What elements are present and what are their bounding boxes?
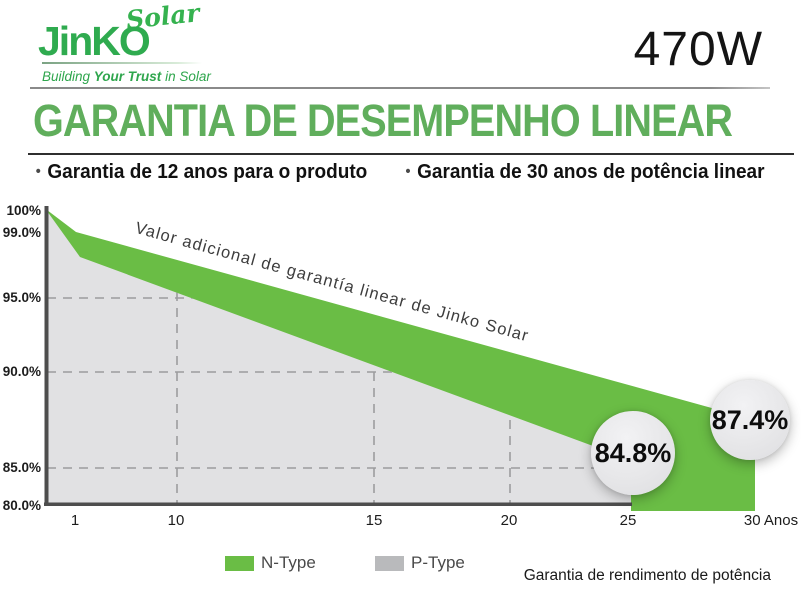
header-divider: [30, 87, 770, 89]
ntype-callout-value: 87.4%: [711, 404, 789, 435]
logo-divider: [42, 62, 202, 64]
bullet-power-warranty-text: Garantia de 30 anos de potência linear: [416, 161, 765, 183]
x-tick-25: 25: [619, 512, 637, 529]
bullet-product-warranty: • Garantia de 12 anos para o produto: [36, 161, 368, 184]
y-tick-95: 95.0%: [2, 290, 41, 305]
ptype-callout-value: 84.8%: [594, 437, 672, 468]
legend-swatch-ptype: [375, 556, 404, 571]
y-tick-99: 99.0%: [2, 225, 41, 240]
legend-swatch-ntype: [225, 556, 254, 571]
y-tick-90: 90.0%: [2, 364, 41, 379]
bullet-dot: •: [35, 163, 41, 180]
tagline-bold: Your Trust: [93, 69, 162, 84]
logo-tagline: Building Your Trust in Solar: [42, 69, 211, 84]
chart-footnote: Garantia de rendimento de potência: [523, 567, 771, 584]
x-axis-line: [44, 502, 632, 506]
title-divider: [28, 153, 794, 155]
y-axis-line: [44, 206, 49, 506]
legend-label-ntype: N-Type: [261, 553, 316, 572]
bullet-power-warranty: • Garantia de 30 anos de potência linear: [405, 161, 764, 184]
tagline-prefix: Building: [42, 69, 94, 84]
bullet-dot: •: [405, 163, 411, 180]
y-tick-85: 85.0%: [2, 460, 41, 475]
page-title: GARANTIA DE DESEMPENHO LINEAR: [33, 95, 733, 146]
ptype-area: [47, 211, 631, 504]
x-tick-20: 20: [500, 512, 518, 529]
tagline-suffix: in Solar: [161, 69, 211, 84]
ntype-callout-bubble: 87.4%: [710, 380, 790, 460]
x-tick-10: 10: [167, 512, 185, 529]
ptype-callout-bubble: 84.8%: [591, 411, 675, 495]
jinko-logo: JinKO: [38, 18, 151, 64]
x-tick-30-anos: 30 Anos: [743, 512, 799, 529]
y-tick-80: 80.0%: [2, 498, 41, 513]
y-tick-100: 100%: [6, 203, 41, 218]
wattage-value: 470W: [633, 23, 763, 76]
bullet-product-warranty-text: Garantia de 12 anos para o produto: [47, 161, 368, 183]
x-tick-1: 1: [70, 512, 80, 529]
warranty-bullets: • Garantia de 12 anos para o produto • Gar…: [0, 161, 801, 184]
legend-label-ptype: P-Type: [411, 553, 465, 572]
x-tick-15: 15: [365, 512, 383, 529]
